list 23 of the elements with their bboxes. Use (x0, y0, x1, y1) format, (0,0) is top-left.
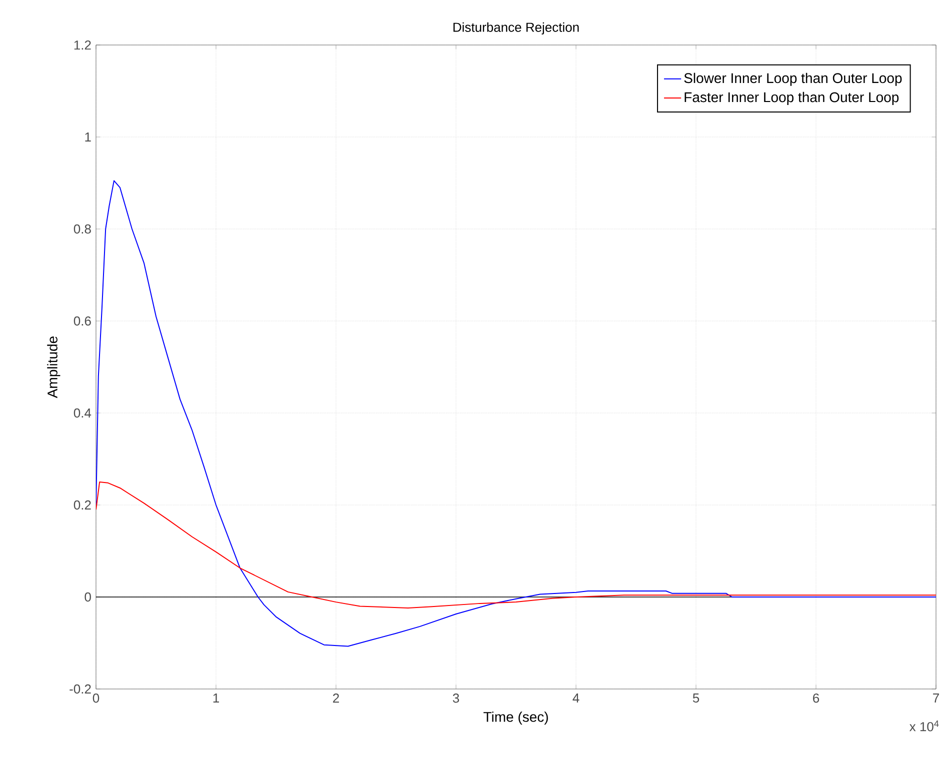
x-tick-label: 1 (213, 694, 219, 702)
text: x 10$^{4}$ (909, 720, 939, 732)
y-tick-label: -0.2 (70, 684, 91, 694)
x-tick-label: 4 (572, 694, 580, 702)
chart-title: Disturbance Rejection (453, 22, 579, 34)
x-tick-label: 3 (452, 694, 460, 703)
x-tick-label: 6 (813, 694, 820, 703)
legend-label: Slower Inner Loop than Outer Loop (684, 72, 902, 86)
y-axis-title: Amplitude (47, 336, 60, 398)
x-tick-label: 7 (933, 694, 939, 702)
x-axis-title: Time (sec) (484, 712, 548, 725)
y-tick-label: 0.6 (74, 316, 91, 326)
y-tick-label: 0.8 (74, 224, 91, 234)
y-tick-label: 1.2 (74, 40, 91, 50)
x-tick-label: 0 (92, 694, 100, 703)
line-series (96, 180, 936, 647)
x-tick-label: 5 (692, 694, 700, 703)
x-tick-label: 2 (333, 694, 339, 703)
y-tick-label: 0 (84, 592, 91, 602)
legend-label: Faster Inner Loop than Outer Loop (684, 92, 899, 105)
y-tick-label: 1 (85, 132, 91, 142)
y-tick-label: 0.4 (74, 408, 92, 418)
y-tick-label: 0.2 (74, 500, 91, 510)
